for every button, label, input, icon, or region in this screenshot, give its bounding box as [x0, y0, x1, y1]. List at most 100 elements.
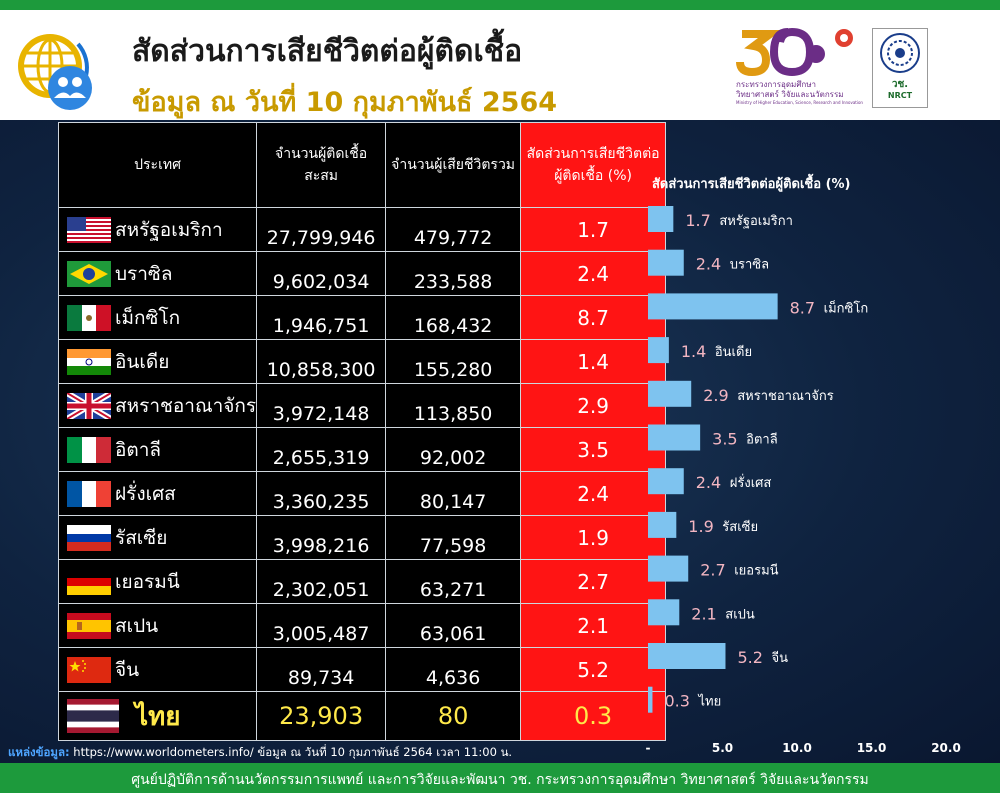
- nrct-logo-line1: วช.: [891, 79, 909, 90]
- country-name: จีน: [115, 658, 140, 681]
- table-row: ไทย 23,903 80 0.3: [57, 691, 667, 741]
- france-flag-icon: [67, 480, 111, 507]
- deaths-cell: 155,280: [385, 339, 522, 384]
- country-name: สเปน: [115, 614, 159, 637]
- bar-category-label: อิตาลี: [746, 432, 778, 448]
- bar-value-label: 3.5: [712, 430, 737, 449]
- ministry-logo-line1: กระทรวงการอุดมศึกษา: [736, 80, 816, 89]
- table-row: เม็กซิโก 1,946,751 168,432 8.7: [57, 295, 667, 340]
- bar-category-label: จีน: [771, 650, 788, 666]
- bar-category-label: บราซิล: [730, 258, 769, 273]
- uk-flag-icon: [67, 392, 111, 419]
- bar-value-label: 5.2: [737, 648, 762, 667]
- country-name: ไทย: [135, 701, 181, 732]
- bar-category-label: รัสเซีย: [722, 519, 758, 535]
- rate-cell: 2.1: [520, 603, 667, 648]
- country-cell: บราซิล: [57, 251, 258, 296]
- chart-bar: [648, 599, 680, 626]
- source-note: แหล่งข้อมูล: https://www.worldometers.in…: [8, 744, 512, 762]
- italy-flag-icon: [67, 436, 111, 463]
- bar-value-label: 8.7: [790, 298, 815, 317]
- bar-category-label: สหรัฐอเมริกา: [719, 214, 793, 229]
- thailand-flag-icon: [67, 699, 119, 733]
- header-rate: สัดส่วนการเสียชีวิตต่อผู้ติดเชื้อ (%): [520, 122, 667, 208]
- country-cell: เยอรมนี: [57, 559, 258, 604]
- table-row: เยอรมนี 2,302,051 63,271 2.7: [57, 559, 667, 604]
- table-row: อิตาลี 2,655,319 92,002 3.5: [57, 427, 667, 472]
- cases-cell: 2,655,319: [256, 427, 387, 472]
- cases-cell: 2,302,051: [256, 559, 387, 604]
- cases-cell: 23,903: [256, 691, 387, 741]
- bar-value-label: 2.4: [696, 473, 721, 492]
- x-tick-label: 5.0: [712, 741, 733, 755]
- country-name: ฝรั่งเศส: [115, 482, 176, 505]
- rate-cell: 0.3: [520, 691, 667, 741]
- chart-bar: [648, 380, 692, 407]
- deaths-cell: 80: [385, 691, 522, 741]
- covid-table: ประเทศ จำนวนผู้ติดเชื้อ สะสม จำนวนผู้เสี…: [57, 122, 667, 741]
- ministry-emblem-icon: [736, 27, 853, 77]
- bar-value-label: 2.4: [696, 255, 721, 274]
- germany-flag-icon: [67, 568, 111, 595]
- source-label: แหล่งข้อมูล:: [8, 745, 70, 759]
- chart-bar: [648, 206, 674, 232]
- bar-value-label: 2.7: [700, 561, 725, 580]
- header-country: ประเทศ: [57, 122, 258, 208]
- header-cases: จำนวนผู้ติดเชื้อ สะสม: [256, 122, 387, 208]
- chart-bar: [648, 686, 653, 713]
- bar-value-label: 2.1: [691, 604, 716, 623]
- chart-bar: [648, 468, 684, 495]
- chart-bar: [648, 249, 684, 276]
- rate-cell: 2.7: [520, 559, 667, 604]
- header-deaths: จำนวนผู้เสียชีวิตรวม: [385, 122, 522, 208]
- ministry-logo: กระทรวงการอุดมศึกษา วิทยาศาสตร์ วิจัยและ…: [736, 24, 863, 120]
- cases-cell: 89,734: [256, 647, 387, 692]
- x-tick-label: 15.0: [857, 741, 887, 755]
- cases-cell: 27,799,946: [256, 207, 387, 252]
- header-cases-label: จำนวนผู้ติดเชื้อ สะสม: [275, 146, 368, 184]
- rate-cell: 1.9: [520, 515, 667, 560]
- bar-value-label: 1.7: [685, 211, 710, 230]
- nrct-logo: วช. NRCT: [872, 28, 928, 108]
- rate-cell: 3.5: [520, 427, 667, 472]
- nrct-logo-line2: NRCT: [887, 91, 913, 100]
- chart-bar: [648, 555, 689, 582]
- country-cell: สหราชอาณาจักร: [57, 383, 258, 428]
- chart-bar: [648, 337, 669, 364]
- country-cell: สเปน: [57, 603, 258, 648]
- table-body: สหรัฐอเมริกา 27,799,946 479,772 1.7 บราซิล 9,…: [57, 207, 667, 741]
- cases-cell: 9,602,034: [256, 251, 387, 296]
- country-cell: จีน: [57, 647, 258, 692]
- country-cell: อิตาลี: [57, 427, 258, 472]
- x-tick-label: 20.0: [931, 741, 961, 755]
- page-subtitle: ข้อมูล ณ วันที่ 10 กุมภาพันธ์ 2564: [132, 87, 558, 118]
- brazil-flag-icon: [67, 260, 111, 287]
- table-row: สหราชอาณาจักร 3,972,148 113,850 2.9: [57, 383, 667, 428]
- country-name: รัสเซีย: [115, 526, 168, 549]
- bar-value-label: 1.9: [688, 517, 713, 536]
- source-text: https://www.worldometers.info/ ข้อมูล ณ …: [69, 745, 513, 759]
- header: สัดส่วนการเสียชีวิตต่อผู้ติดเชื้อ ข้อมูล…: [0, 10, 1000, 120]
- top-green-strip: [0, 0, 1000, 10]
- bar-category-label: สเปน: [725, 607, 755, 622]
- table-row: สหรัฐอเมริกา 27,799,946 479,772 1.7: [57, 207, 667, 252]
- spain-flag-icon: [67, 612, 111, 639]
- bar-category-label: ไทย: [697, 694, 721, 710]
- rate-cell: 8.7: [520, 295, 667, 340]
- deaths-cell: 80,147: [385, 471, 522, 516]
- cases-cell: 10,858,300: [256, 339, 387, 384]
- chart-title: สัดส่วนการเสียชีวิตต่อผู้ติดเชื้อ (%): [652, 173, 850, 192]
- footer-text: ศูนย์ปฏิบัติการด้านนวัตกรรมการแพทย์ และก…: [131, 772, 869, 788]
- cases-cell: 3,972,148: [256, 383, 387, 428]
- deaths-cell: 63,061: [385, 603, 522, 648]
- bar-category-label: สหราชอาณาจักร: [737, 389, 834, 404]
- country-name: เยอรมนี: [115, 570, 180, 593]
- table-row: จีน 89,734 4,636 5.2: [57, 647, 667, 692]
- bar-category-label: เม็กซิโก: [824, 298, 869, 316]
- country-name: เม็กซิโก: [115, 306, 181, 329]
- rate-cell: 2.9: [520, 383, 667, 428]
- country-name: สหราชอาณาจักร: [115, 394, 257, 417]
- bar-value-label: 1.4: [681, 342, 706, 361]
- deaths-cell: 168,432: [385, 295, 522, 340]
